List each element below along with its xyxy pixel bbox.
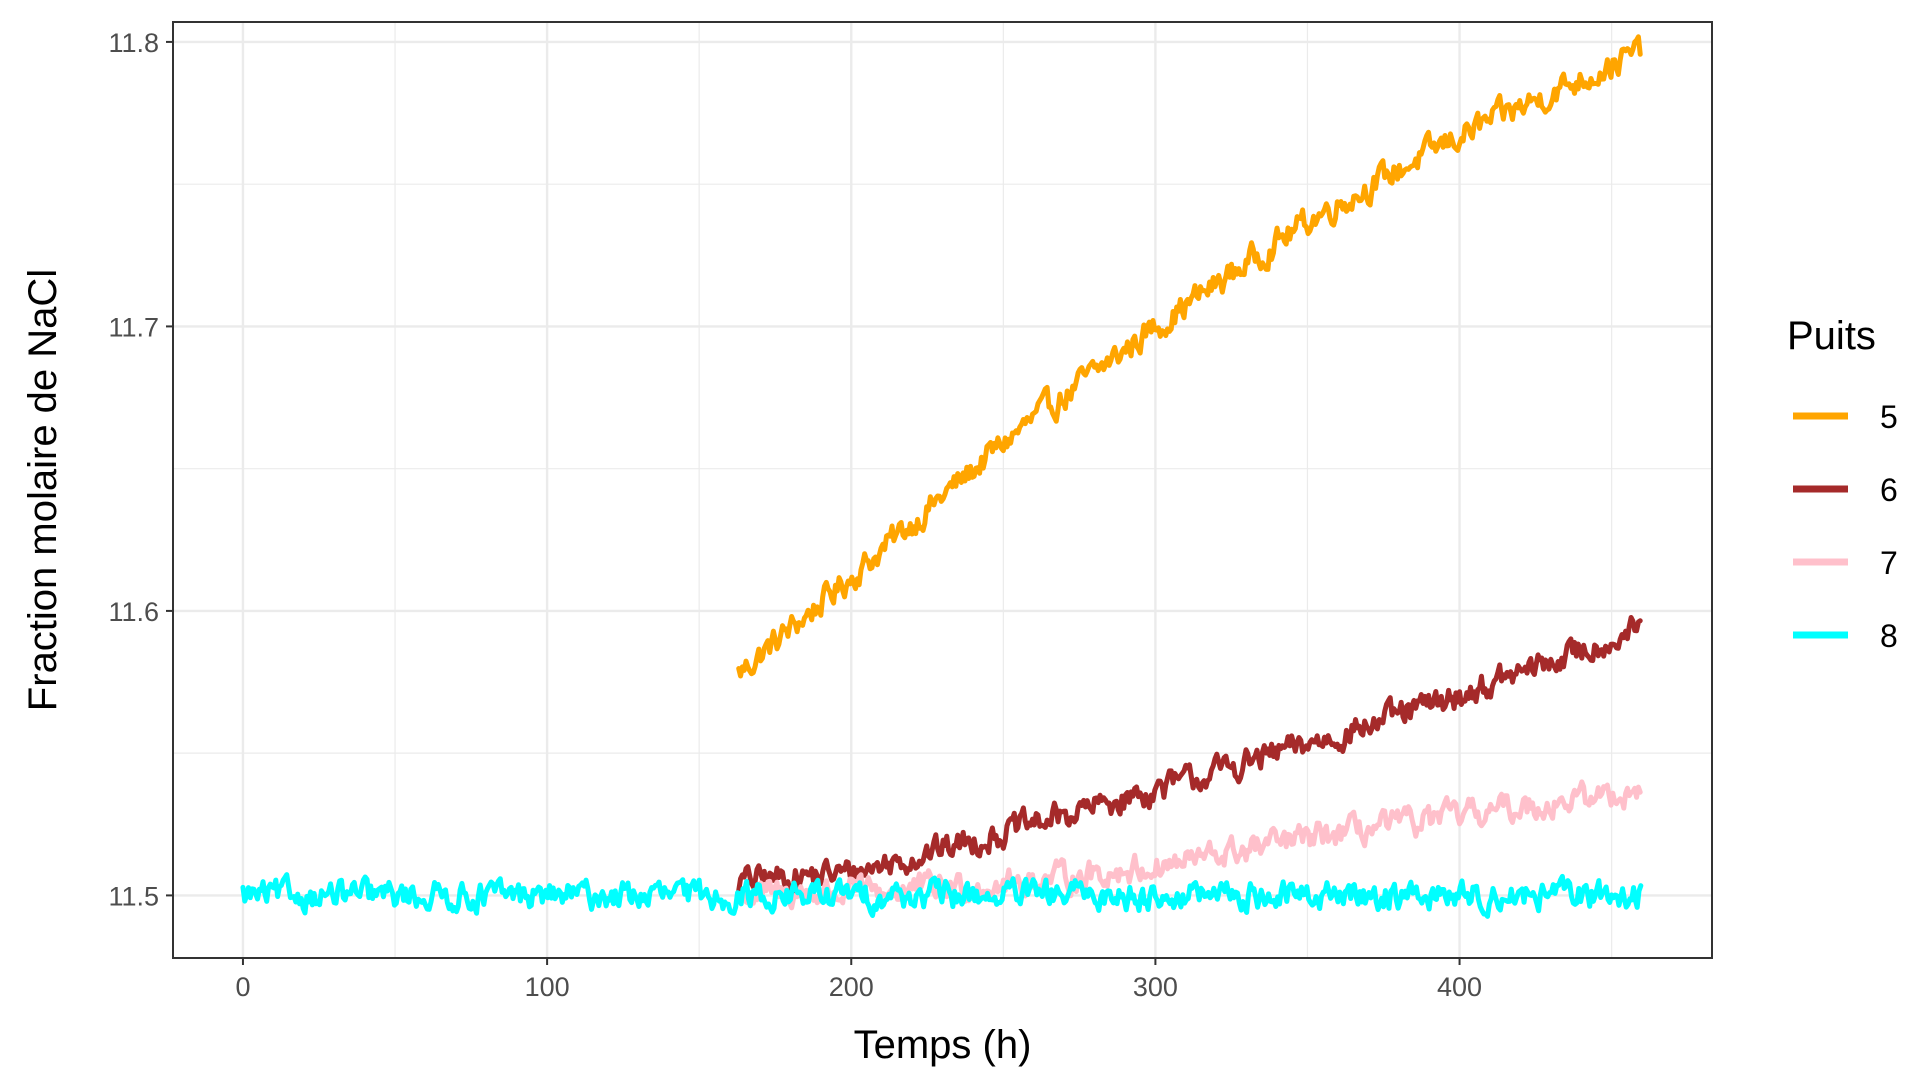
legend-label-5: 5 xyxy=(1880,399,1898,435)
series-line-8 xyxy=(240,872,1644,919)
legend-title: Puits xyxy=(1787,314,1876,358)
x-tick-label: 0 xyxy=(235,972,250,1002)
minor-gridlines xyxy=(173,22,1712,958)
x-axis-ticks: 0 100 200 300 400 xyxy=(235,958,1482,1002)
legend: Puits 5 6 7 8 xyxy=(1787,314,1898,654)
y-tick-label: 11.7 xyxy=(108,312,159,342)
y-tick-label: 11.6 xyxy=(108,597,159,627)
series-line-5 xyxy=(736,34,1643,679)
x-axis-title: Temps (h) xyxy=(854,1023,1032,1067)
x-tick-label: 400 xyxy=(1437,972,1482,1002)
legend-label-8: 8 xyxy=(1880,618,1898,654)
legend-label-7: 7 xyxy=(1880,545,1898,581)
x-tick-label: 300 xyxy=(1133,972,1178,1002)
y-axis-title: Fraction molaire de NaCl xyxy=(21,269,65,711)
series-line-6 xyxy=(736,614,1643,899)
series-layer xyxy=(240,34,1644,919)
x-tick-label: 100 xyxy=(525,972,570,1002)
x-tick-label: 200 xyxy=(829,972,874,1002)
legend-label-6: 6 xyxy=(1880,472,1898,508)
panel-border xyxy=(172,21,1713,959)
y-tick-label: 11.5 xyxy=(108,881,159,911)
y-tick-label: 11.8 xyxy=(108,28,159,58)
y-axis-ticks: 11.5 11.6 11.7 11.8 xyxy=(108,28,173,911)
